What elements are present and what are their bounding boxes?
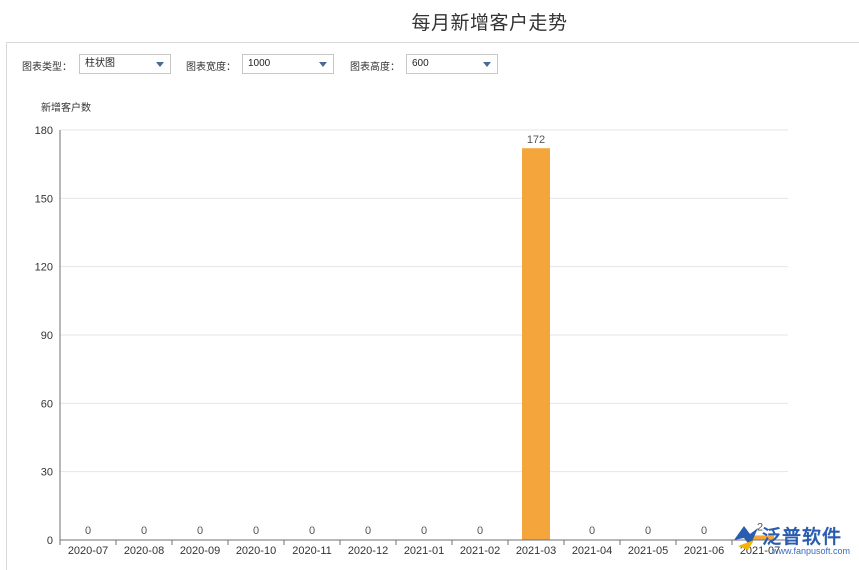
data-label: 172 — [527, 134, 545, 146]
data-label: 0 — [253, 525, 259, 537]
x-tick-label: 2021-02 — [460, 545, 500, 557]
x-tick-label: 2021-07 — [740, 545, 780, 557]
data-label: 0 — [197, 525, 203, 537]
data-label: 0 — [645, 525, 651, 537]
x-tick-label: 2020-10 — [236, 545, 276, 557]
data-labels: 0 0 0 0 0 0 0 0 172 0 0 0 2 — [85, 134, 763, 537]
chart-width-select[interactable]: 1000 — [242, 54, 334, 74]
chart-type-value: 柱状图 — [85, 58, 115, 69]
page-title: 每月新增客户走势 — [411, 13, 568, 34]
x-tick-label: 2021-05 — [628, 545, 668, 557]
data-label: 0 — [421, 525, 427, 537]
data-label: 0 — [365, 525, 371, 537]
x-tick-label: 2021-04 — [572, 545, 612, 557]
y-tick-label: 90 — [41, 330, 53, 342]
x-tick-label: 2020-12 — [348, 545, 388, 557]
bars — [522, 148, 774, 540]
chart-type-label: 图表类型： — [22, 61, 72, 73]
data-label: 0 — [141, 525, 147, 537]
chart-type-select[interactable]: 柱状图 — [79, 54, 171, 74]
chevron-down-icon — [483, 62, 491, 67]
watermark-url: www.fanpusoft.com — [772, 546, 851, 556]
chart-width-label: 图表宽度： — [186, 61, 236, 73]
y-tick-label: 0 — [47, 535, 53, 547]
data-label: 0 — [309, 525, 315, 537]
y-tick-label: 150 — [35, 193, 53, 205]
x-tick-label: 2020-11 — [292, 545, 332, 557]
data-label: 0 — [589, 525, 595, 537]
x-tick-label: 2020-09 — [180, 545, 220, 557]
y-axis-title: 新增客户数 — [41, 101, 91, 114]
y-tick-label: 120 — [35, 262, 53, 274]
x-tick-label: 2021-03 — [516, 545, 556, 557]
x-tick-label: 2020-07 — [68, 545, 108, 557]
bar — [522, 148, 550, 540]
data-label: 0 — [701, 525, 707, 537]
chart-width-value: 1000 — [248, 58, 271, 69]
chart-type-control: 图表类型： — [22, 54, 72, 76]
y-tick-label: 180 — [35, 125, 53, 137]
chart-panel — [6, 42, 859, 570]
chevron-down-icon — [319, 62, 327, 67]
x-tick-label: 2021-06 — [684, 545, 724, 557]
y-axis-ticks: 0 30 60 90 120 150 180 — [35, 125, 53, 547]
chart-height-control: 图表高度： — [350, 54, 400, 76]
chart-height-label: 图表高度： — [350, 61, 400, 73]
y-tick-label: 30 — [41, 467, 53, 479]
watermark-brand: 泛普软件 — [762, 527, 843, 548]
chart-height-select[interactable]: 600 — [406, 54, 498, 74]
grid-lines — [60, 129, 788, 473]
data-label: 0 — [477, 525, 483, 537]
y-tick-label: 60 — [41, 398, 53, 410]
data-label: 0 — [85, 525, 91, 537]
chart-width-control: 图表宽度： — [186, 54, 236, 76]
brand-logo-icon — [734, 526, 758, 550]
bar — [746, 535, 774, 540]
data-label: 2 — [757, 521, 763, 533]
x-axis: 2020-07 2020-08 2020-09 2020-10 2020-11 2020-… — [59, 130, 789, 557]
watermark-logo: 泛普软件 www.fanpusoft.com — [728, 520, 854, 560]
x-tick-label: 2020-08 — [124, 545, 164, 557]
x-tick-label: 2021-01 — [404, 545, 444, 557]
chevron-down-icon — [156, 62, 164, 67]
chart-height-value: 600 — [412, 58, 429, 69]
